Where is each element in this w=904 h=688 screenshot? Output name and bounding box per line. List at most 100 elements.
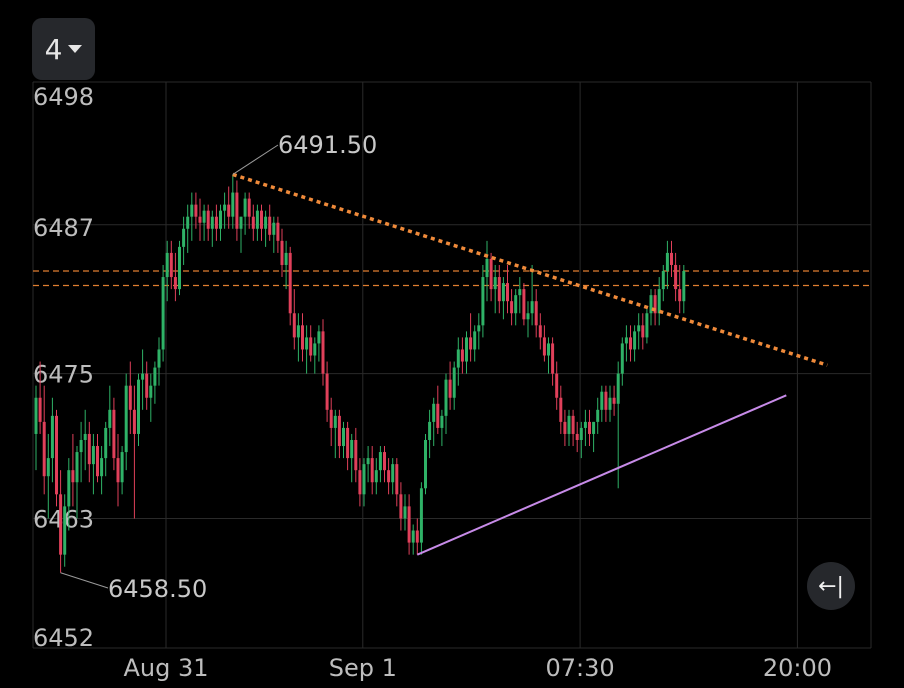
candle-body <box>538 325 542 338</box>
candle-body <box>198 216 202 223</box>
candle-body <box>620 343 624 374</box>
candle-body <box>629 337 632 350</box>
candle-body <box>46 458 50 477</box>
time-axis: Aug 31 Sep 1 07:30 20:00 <box>123 654 832 682</box>
caret-down-icon <box>68 45 83 53</box>
x-tick-label: 07:30 <box>546 654 615 682</box>
candle-body <box>358 470 362 495</box>
candle-body <box>190 204 194 217</box>
candle-body <box>440 415 444 428</box>
x-tick-label: 20:00 <box>763 654 832 682</box>
candle-body <box>456 349 460 368</box>
candle-body <box>469 337 473 350</box>
interval-dropdown[interactable]: 4 <box>32 18 95 80</box>
candle-body <box>395 464 399 495</box>
trendlines <box>232 172 828 556</box>
support-trendline <box>416 394 787 556</box>
candle-body <box>366 458 370 465</box>
candle-body <box>579 427 583 440</box>
candle-body <box>182 228 186 247</box>
candle-body <box>378 452 382 471</box>
annotation-leader-line <box>60 572 109 589</box>
candle-body <box>596 409 600 422</box>
candle-body <box>342 427 345 447</box>
candle-body <box>415 530 419 543</box>
candle-body <box>128 385 132 410</box>
candle-body <box>600 391 604 410</box>
candle-body <box>522 289 526 320</box>
candle-body <box>206 210 210 229</box>
candle-body <box>547 343 550 356</box>
candle-body <box>588 421 591 434</box>
candle-body <box>50 415 54 459</box>
candle-body <box>91 446 95 465</box>
candle-body <box>399 494 403 519</box>
candle-body <box>112 409 116 459</box>
candle-body <box>264 216 268 229</box>
candle-body <box>612 397 616 404</box>
candle-body <box>169 252 173 278</box>
candle-body <box>268 216 272 235</box>
candle-body <box>223 204 227 211</box>
scroll-to-latest-button[interactable]: ←| <box>807 562 855 610</box>
candle-body <box>391 464 395 483</box>
candle-body <box>592 421 596 434</box>
candle-body <box>120 452 124 483</box>
y-tick-label: 6487 <box>33 214 94 242</box>
candle-body <box>321 331 325 374</box>
candle-body <box>661 271 665 290</box>
candle-body <box>424 439 427 489</box>
candle-body <box>641 325 645 338</box>
candle-body <box>555 373 559 398</box>
candle-body <box>489 258 493 290</box>
y-tick-label: 6498 <box>33 83 94 111</box>
candle-body <box>137 379 140 434</box>
candle-body <box>71 470 75 483</box>
candle-body <box>260 210 263 229</box>
candle-body <box>145 373 149 398</box>
candle-body <box>460 349 464 362</box>
candle-body <box>633 331 637 350</box>
annotation-label: 6458.50 <box>108 575 207 603</box>
candle-body <box>571 415 575 434</box>
chart-grid <box>32 81 872 649</box>
candle-body <box>354 439 358 471</box>
candle-body <box>506 283 509 302</box>
candle-body <box>87 433 91 465</box>
candle-body <box>83 433 87 440</box>
candle-body <box>604 391 608 410</box>
candle-body <box>419 488 423 543</box>
candle-body <box>649 295 653 314</box>
candle-body <box>284 252 288 265</box>
candle-body <box>313 343 317 356</box>
candle-body <box>616 373 620 404</box>
candle-body <box>657 289 661 314</box>
candle-body <box>194 204 198 217</box>
scroll-to-latest-icon: ←| <box>818 573 844 599</box>
candle-body <box>407 506 411 543</box>
y-tick-label: 6475 <box>33 361 94 389</box>
candle-body <box>559 397 563 422</box>
candle-body <box>444 379 448 416</box>
candle-body <box>75 452 79 483</box>
candle-body <box>428 421 432 440</box>
candle-body <box>247 198 251 217</box>
candle-body <box>448 379 452 398</box>
candle-body <box>63 506 67 555</box>
candle-body <box>202 210 206 223</box>
candle-body <box>178 246 181 290</box>
candle-body <box>436 403 440 428</box>
candle-body <box>317 331 321 344</box>
candle-body <box>67 470 71 507</box>
candle-body <box>55 415 58 495</box>
candle-body <box>452 367 456 398</box>
candle-body <box>337 415 341 447</box>
candle-body <box>501 283 505 302</box>
candle-body <box>624 337 628 344</box>
candle-body <box>301 325 304 350</box>
candle-body <box>272 222 276 235</box>
candle-body <box>497 277 501 302</box>
candle-body <box>239 216 243 229</box>
candle-body <box>608 397 612 410</box>
